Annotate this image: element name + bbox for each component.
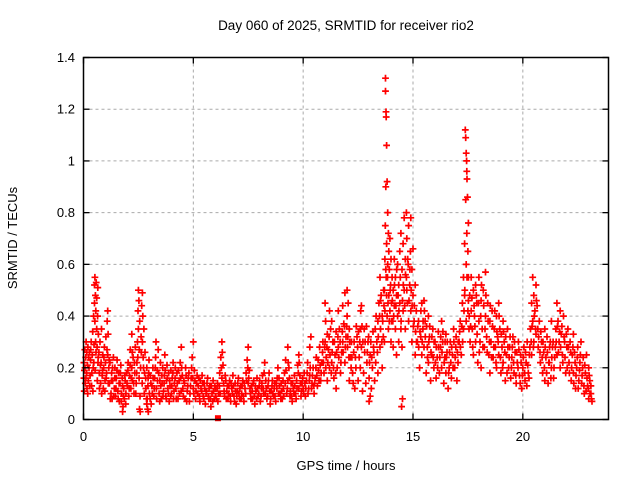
y-axis-label: SRMTID / TECUs	[5, 186, 20, 289]
x-tick-label: 0	[80, 429, 87, 444]
y-tick-label: 1.4	[57, 50, 75, 65]
axis-layer	[82, 56, 610, 421]
chart-title: Day 060 of 2025, SRMTID for receiver rio…	[218, 18, 474, 33]
x-tick-label: 20	[516, 429, 530, 444]
plot-border	[82, 56, 610, 421]
y-tick-label: 1	[68, 153, 75, 168]
x-tick-label: 10	[296, 429, 310, 444]
y-tick-label: 0	[68, 412, 75, 427]
y-tick-label: 0.2	[57, 360, 75, 375]
y-tick-label: 0.4	[57, 309, 75, 324]
x-axis-label: GPS time / hours	[297, 458, 396, 473]
tick-label-layer: 0 5 10 15 20 0 0.2 0.4 0.6 0.8 1 1.2 1.4	[57, 50, 530, 444]
scatter-series-layer	[80, 74, 596, 422]
x-tick-label: 15	[406, 429, 420, 444]
scatter-points	[80, 74, 596, 416]
y-tick-label: 0.6	[57, 257, 75, 272]
y-tick-label: 1.2	[57, 102, 75, 117]
scatter-point-square	[214, 415, 221, 422]
y-tick-label: 0.8	[57, 205, 75, 220]
x-tick-label: 5	[190, 429, 197, 444]
